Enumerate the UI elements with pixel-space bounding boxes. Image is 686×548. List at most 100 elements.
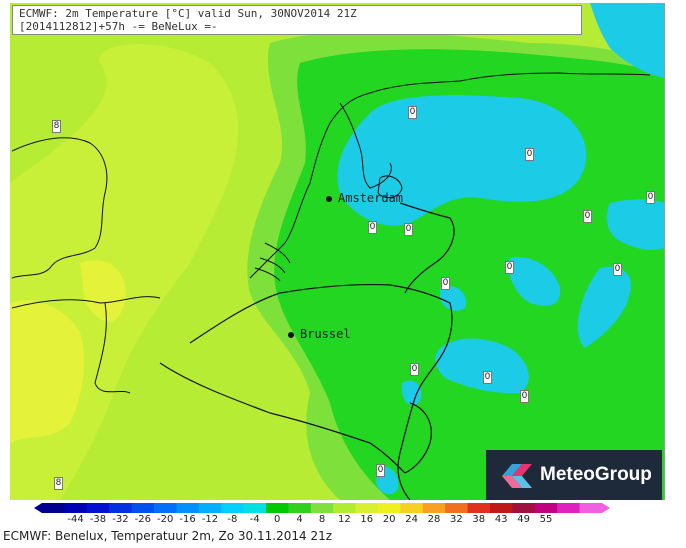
colorbar-segment bbox=[154, 503, 177, 513]
colorbar-tick-label: 24 bbox=[405, 514, 418, 525]
colorbar-tick-label: 28 bbox=[427, 514, 441, 525]
colorbar-segment bbox=[198, 503, 222, 513]
colorbar-segment bbox=[243, 503, 267, 513]
contour-label: 0 bbox=[441, 277, 450, 290]
contour-label: 0 bbox=[376, 464, 385, 477]
meteogroup-logo: MeteoGroup bbox=[486, 450, 662, 500]
colorbar-tick-label: -16 bbox=[179, 514, 196, 525]
colorbar-arrow-left bbox=[34, 503, 42, 513]
colorbar-segment bbox=[467, 503, 491, 513]
contour-label: 0 bbox=[525, 148, 534, 161]
border-belgium-france bbox=[159, 362, 406, 474]
amsterdam-marker bbox=[326, 196, 332, 202]
colorbar-segment bbox=[422, 503, 446, 513]
field-cold-east bbox=[606, 199, 664, 250]
colorbar-segment bbox=[86, 503, 110, 513]
coastlines bbox=[11, 72, 651, 394]
contour-label: 0 bbox=[583, 210, 592, 223]
temperature-map bbox=[10, 3, 665, 500]
field-cold-patch-1 bbox=[508, 257, 561, 306]
brussel-marker bbox=[288, 332, 294, 338]
map-canvas bbox=[10, 3, 664, 500]
colorbar-segment bbox=[445, 503, 469, 513]
contour-label: 0 bbox=[505, 261, 514, 274]
colorbar-segment bbox=[557, 503, 581, 513]
contour-label: 0 bbox=[404, 223, 413, 236]
colorbar-arrow-right bbox=[602, 503, 610, 513]
contour-label: 8 bbox=[52, 120, 61, 133]
colorbar-segment bbox=[109, 503, 133, 513]
colorbar-tick-label: 38 bbox=[472, 514, 486, 525]
colorbar-tick-label: 49 bbox=[517, 514, 530, 525]
colorbar-segment bbox=[266, 503, 289, 513]
colorbar-tick-label: -4 bbox=[249, 514, 260, 525]
colorbar-tick-label: -12 bbox=[201, 514, 219, 525]
colorbar-tick-label: -20 bbox=[157, 514, 174, 525]
coastline-markermeer bbox=[377, 175, 403, 199]
colorbar-tick-label: 16 bbox=[360, 514, 374, 525]
colorbar-segment bbox=[176, 503, 200, 513]
colorbar-tick-label: -26 bbox=[134, 514, 151, 525]
colorbar-segment bbox=[64, 503, 88, 513]
contour-label: 0 bbox=[368, 221, 377, 234]
contour-label: 0 bbox=[520, 390, 529, 403]
temperature-colorbar bbox=[34, 503, 610, 513]
colorbar-tick-label: 4 bbox=[296, 514, 303, 525]
coastline-delta bbox=[254, 242, 291, 282]
colorbar-tick-label: -38 bbox=[89, 514, 107, 525]
borders bbox=[159, 202, 455, 500]
colorbar-tick-label: -32 bbox=[112, 514, 129, 525]
colorbar-segment bbox=[310, 503, 334, 513]
coastline-netherlands bbox=[249, 72, 651, 279]
contour-label: 8 bbox=[54, 477, 63, 490]
colorbar-segment bbox=[221, 503, 245, 513]
field-yellow-west bbox=[10, 300, 85, 443]
colorbar-tick-label: 55 bbox=[539, 514, 553, 525]
colorbar-segment bbox=[42, 503, 65, 513]
colorbar-segment bbox=[534, 503, 558, 513]
coastline-ijsselmeer bbox=[339, 102, 392, 189]
city-label-brussel: Brussel bbox=[300, 327, 351, 341]
header-line-1: ECMWF: 2m Temperature [°C] valid Sun, 30… bbox=[19, 7, 357, 20]
contour-label: 0 bbox=[410, 363, 419, 376]
colorbar-segment bbox=[333, 503, 357, 513]
border-belgium-netherlands bbox=[189, 283, 453, 500]
colorbar-segment bbox=[512, 503, 536, 513]
field-yellow-patch bbox=[80, 260, 126, 322]
field-cold-patch-2 bbox=[577, 266, 631, 348]
colorbar-tick-label: 0 bbox=[274, 514, 281, 525]
contour-label: 0 bbox=[613, 263, 622, 276]
field-cold-patch-3 bbox=[440, 285, 466, 311]
map-footer: ECMWF: Benelux, Temperatuur 2m, Zo 30.11… bbox=[3, 529, 333, 543]
colorbar-segment bbox=[288, 503, 312, 513]
colorbar-tick-label: -8 bbox=[227, 514, 238, 525]
colorbar-segment bbox=[378, 503, 401, 513]
border-netherlands-germany bbox=[399, 202, 455, 294]
colorbar-segment bbox=[131, 503, 155, 513]
colorbar-tick-label: 20 bbox=[382, 514, 396, 525]
coastline-france-west bbox=[94, 302, 131, 394]
colorbar-tick-label: 43 bbox=[494, 514, 508, 525]
coastline-england bbox=[11, 137, 108, 279]
city-label-amsterdam: Amsterdam bbox=[338, 191, 404, 205]
colorbar-tick-label: 8 bbox=[318, 514, 326, 525]
meteogroup-logo-text: MeteoGroup bbox=[540, 464, 652, 485]
contour-label: 0 bbox=[483, 371, 492, 384]
coastline-channel bbox=[11, 296, 161, 309]
colorbar-segment bbox=[355, 503, 379, 513]
colorbar-tick-label: 12 bbox=[338, 514, 351, 525]
contour-label: 0 bbox=[646, 191, 655, 204]
field-cold-patch-4 bbox=[435, 338, 529, 394]
map-header: ECMWF: 2m Temperature [°C] valid Sun, 30… bbox=[12, 5, 582, 35]
colorbar-tick-label: 32 bbox=[450, 514, 463, 525]
colorbar-segment bbox=[579, 503, 603, 513]
field-cold-patch-5 bbox=[401, 380, 422, 406]
border-luxembourg bbox=[404, 402, 432, 474]
meteogroup-logo-icon bbox=[502, 464, 532, 488]
colorbar-segment bbox=[490, 503, 513, 513]
colorbar-tick-label: -44 bbox=[67, 514, 84, 525]
field-cold-northeast bbox=[590, 3, 664, 78]
colorbar-segment bbox=[400, 503, 424, 513]
header-line-2: [2014112812]+57h -= BeNeLux =- bbox=[19, 20, 218, 33]
contour-label: 0 bbox=[408, 106, 417, 119]
